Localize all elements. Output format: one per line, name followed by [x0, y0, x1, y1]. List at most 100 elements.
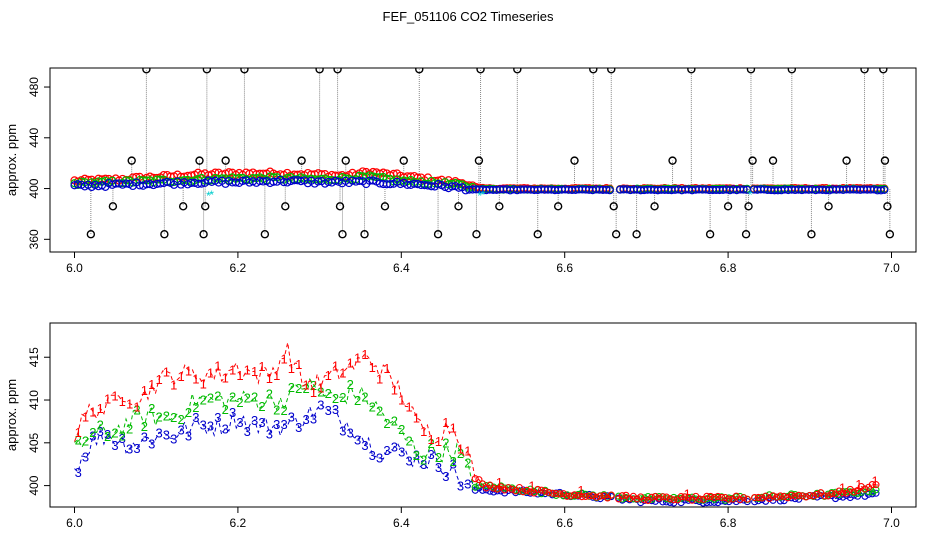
top-panel: ** ** * 6.0 6.2 6.4 6.6 6.8 7.0 360 400 440 480 ap…: [4, 67, 917, 275]
outlier-point: [860, 68, 869, 74]
series-2-point: [765, 491, 773, 499]
series-2-label: 2: [192, 400, 199, 415]
series-s3-point: [876, 186, 885, 195]
series-s3-point: [121, 179, 131, 188]
series-1-label: 1: [236, 368, 243, 383]
bottom-y-axis-label: approx. ppm: [4, 379, 19, 451]
series-1-point: [666, 495, 674, 503]
series-3-point: [813, 493, 821, 501]
series-3-label: 3: [214, 410, 221, 425]
series-1-point: [490, 484, 498, 492]
series-1-label: 1: [75, 425, 82, 440]
outlier-point: [341, 156, 350, 165]
series-1-label: 1: [684, 486, 691, 501]
series-1-point: [802, 493, 810, 501]
series-3-label: 3: [207, 418, 214, 433]
y-tick-label: 415: [27, 347, 41, 367]
series-1-point: [563, 492, 571, 500]
series-1-label: 1: [97, 401, 104, 416]
series-1-label: 1: [119, 394, 126, 409]
series-3-label: 3: [119, 431, 126, 446]
series-3-label: 3: [442, 469, 449, 484]
series-1-point: [861, 485, 869, 493]
outlier-point: [433, 230, 443, 239]
series-2-label: 2: [133, 402, 140, 417]
series-3-label: 3: [185, 429, 192, 444]
series-3-label: 3: [148, 436, 155, 451]
series-3-point: [861, 492, 869, 500]
series-3-label: 3: [435, 460, 442, 475]
series-s3-point: [739, 185, 748, 194]
series-1-point: [541, 487, 549, 495]
series-1-label: 1: [258, 359, 265, 374]
outlier-point: [281, 202, 290, 211]
series-3-label: 3: [133, 441, 140, 456]
series-1-point: [718, 493, 726, 501]
series-1-label: 1: [405, 400, 412, 415]
series-3-label: 3: [295, 420, 302, 435]
reference-point: *: [206, 189, 211, 203]
series-2-point: [703, 495, 711, 503]
series-2-label: 2: [200, 393, 207, 408]
outlier-point: [338, 230, 347, 239]
series-2-label: 2: [369, 399, 376, 414]
series-2-label: 2: [398, 422, 405, 437]
outlier-point: [570, 156, 579, 165]
series-1-label: 1: [163, 364, 170, 379]
outlier-point: [360, 230, 369, 239]
series-1-point: [780, 493, 788, 501]
series-2-point: [868, 488, 876, 496]
series-1-point: [843, 489, 851, 497]
series-3-label: 3: [376, 451, 383, 466]
series-3-label: 3: [310, 411, 317, 426]
top-y-axis: 360 400 440 480: [27, 77, 51, 249]
outlier-point: [127, 156, 136, 165]
series-1-point: [854, 487, 862, 495]
outlier-point: [86, 230, 96, 239]
outlier-point: [879, 68, 888, 74]
series-1-label: 1: [111, 388, 118, 403]
series-2-label: 2: [185, 405, 192, 420]
series-1-label: 1: [273, 368, 280, 383]
series-s3-point: [368, 176, 378, 185]
reference-point: *: [481, 188, 486, 202]
series-1-label: 1: [280, 352, 287, 367]
series-2-label: 2: [442, 436, 449, 451]
outlier-point: [687, 68, 696, 74]
series-3-label: 3: [317, 398, 324, 413]
series-2-label: 2: [420, 452, 427, 467]
outlier-point: [533, 230, 542, 239]
series-1-point: [721, 494, 729, 502]
series-2-label: 2: [435, 450, 442, 465]
series-3-label: 3: [398, 445, 405, 460]
series-3-label: 3: [163, 428, 170, 443]
series-1-label: 1: [361, 347, 368, 362]
series-1-point: [523, 486, 531, 494]
series-3-label: 3: [200, 417, 207, 432]
outlier-point: [842, 156, 851, 165]
series-1-label: 1: [126, 397, 133, 412]
series-2-point: [471, 483, 479, 491]
outlier-point: [632, 230, 641, 239]
series-3-label: 3: [111, 438, 118, 453]
reference-point: *: [477, 189, 482, 203]
y-tick-label: 405: [27, 432, 41, 452]
series-2-label: 2: [361, 390, 368, 405]
series-2-label: 2: [82, 434, 89, 449]
series-1-label: 1: [347, 356, 354, 371]
series-1-point: [688, 496, 696, 504]
outlier-point: [142, 68, 151, 74]
series-s3-point: [331, 176, 340, 185]
series-1-point: [618, 492, 626, 500]
series-1-label: 1: [288, 361, 295, 376]
series-3-label: 3: [391, 440, 398, 455]
series-3-label: 3: [339, 423, 346, 438]
series-3-label: 3: [405, 454, 412, 469]
series-2-label: 2: [104, 429, 111, 444]
outlier-point: [705, 230, 715, 239]
bottom-x-axis: 6.0 6.2 6.4 6.6 6.8 7.0: [66, 506, 900, 530]
series-1-point: [659, 493, 667, 501]
series-1-label: 1: [229, 362, 236, 377]
outlier-point: [335, 202, 345, 211]
series-1-label: 1: [332, 358, 339, 373]
